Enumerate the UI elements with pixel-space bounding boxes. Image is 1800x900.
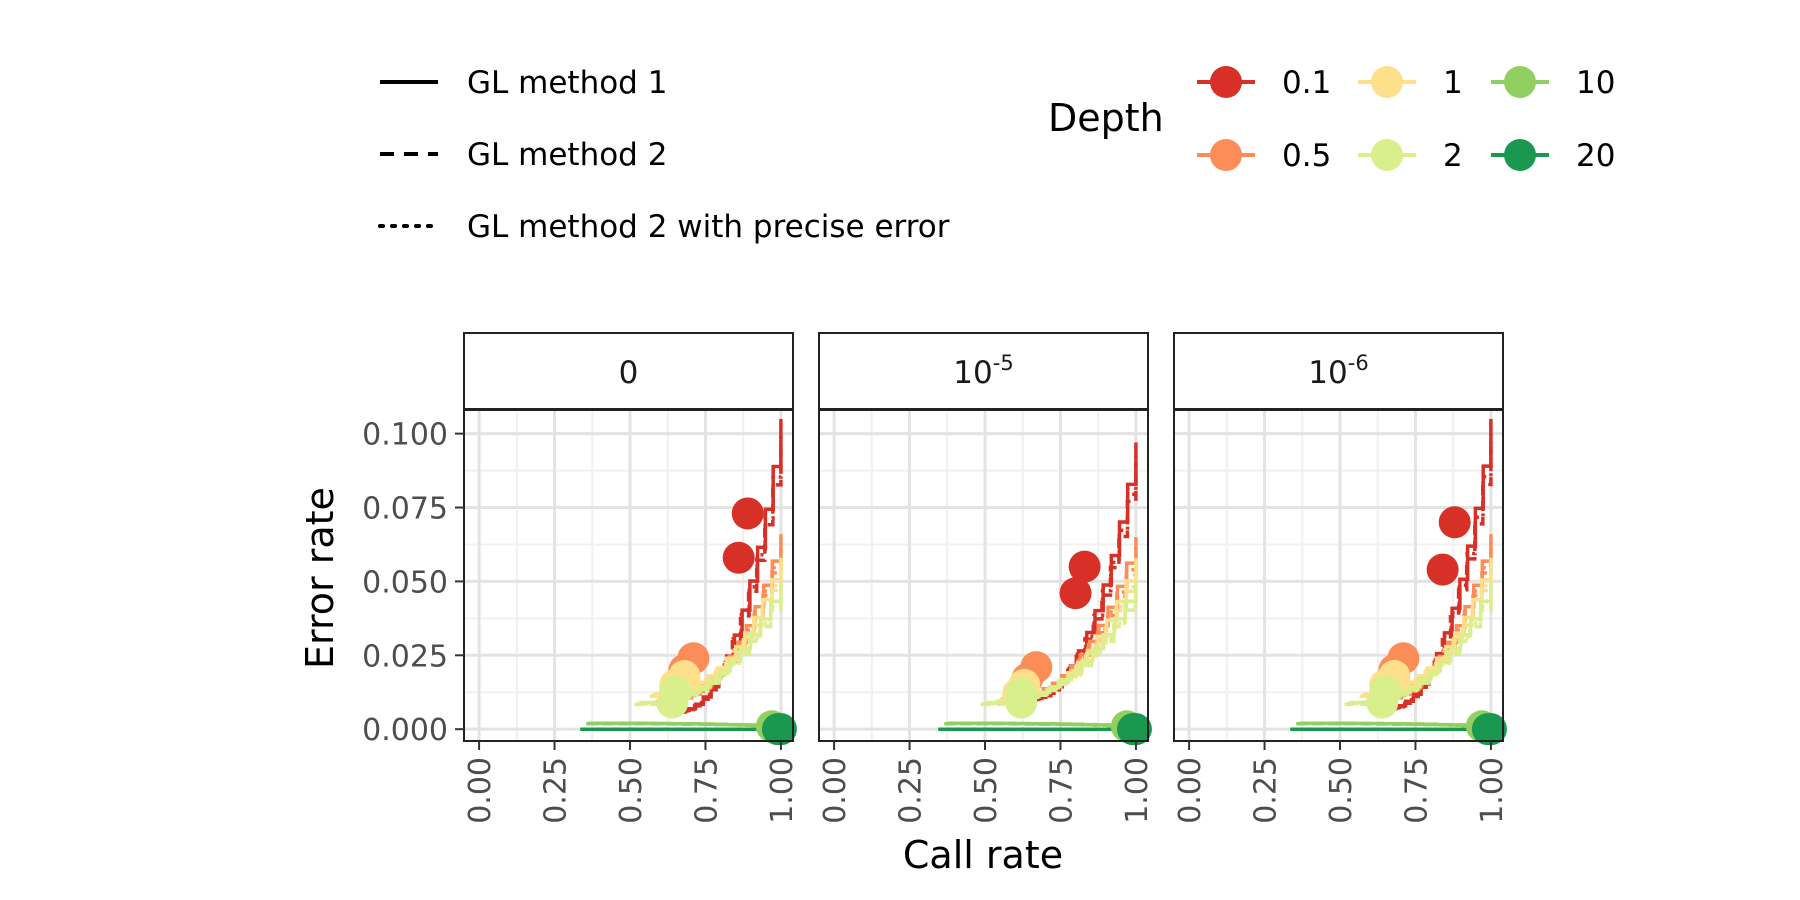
legend-depth-label: 0.5 <box>1282 138 1331 174</box>
legend: GL method 1 GL method 2 GL method 2 with p… <box>378 65 1615 245</box>
x-tick-label: 1.00 <box>765 757 800 824</box>
series-line-depth-10 <box>946 721 1138 728</box>
legend-depth-label: 2 <box>1443 138 1463 174</box>
series-line-depth-0_1 <box>667 440 783 715</box>
data-point-depth-20 <box>1119 713 1152 746</box>
facet-strip-label: 10-5 <box>953 351 1013 391</box>
x-axis-label: Call rate <box>903 833 1063 877</box>
y-axis-label: Error rate <box>298 487 342 669</box>
x-tick-label: 0.75 <box>1044 757 1079 824</box>
data-point-depth-0_1 <box>1059 577 1092 610</box>
strip-label-base: 10 <box>1308 355 1347 391</box>
facet-panel: 10-5 0.00 0.25 0.50 0.75 1.00 <box>818 332 1155 824</box>
strip-label-base: 10 <box>953 355 992 391</box>
strip-label-base: 0 <box>619 355 639 391</box>
data-point-depth-2 <box>656 686 689 719</box>
strip-label-exponent: -6 <box>1348 351 1369 375</box>
series-line-depth-0_1 <box>669 431 783 714</box>
x-tick-label: 0.25 <box>894 757 929 824</box>
y-tick-label: 0.000 <box>362 713 448 748</box>
legend-depth-point <box>1371 139 1403 171</box>
series-line-depth-10 <box>1296 721 1493 728</box>
x-tick-label: 0.00 <box>1173 757 1208 824</box>
legend-depth-point <box>1210 66 1242 98</box>
series-line-depth-10 <box>944 721 1138 728</box>
x-tick-label: 0.00 <box>818 757 853 824</box>
legend-depth-label: 1 <box>1443 65 1463 101</box>
y-tick-label: 0.075 <box>362 492 448 527</box>
legend-depth-point <box>1504 139 1536 171</box>
x-tick-label: 0.00 <box>463 757 498 824</box>
series-line-depth-0_1 <box>1018 454 1138 703</box>
y-tick-label: 0.100 <box>362 418 448 453</box>
strip-label-exponent: -5 <box>993 351 1014 375</box>
data-point-depth-2 <box>1366 686 1399 719</box>
facet-panel: 0 0.00 0.25 0.50 0.75 1.00 <box>463 332 800 824</box>
data-point-depth-0_1 <box>722 541 755 574</box>
legend-depth-label: 0.1 <box>1282 65 1331 101</box>
facet-panel: 10-6 0.00 0.25 0.50 0.75 1.00 <box>1173 332 1510 824</box>
y-tick-label: 0.025 <box>362 639 448 674</box>
legend-depth-label: 20 <box>1576 138 1615 174</box>
y-tick-label: 0.050 <box>362 565 448 600</box>
legend-depth-point <box>1371 66 1403 98</box>
legend-depth-point <box>1210 139 1242 171</box>
facet-strip-label: 10-6 <box>1308 351 1368 391</box>
legend-linetype-label: GL method 2 with precise error <box>467 209 950 245</box>
series-line-depth-10 <box>586 721 783 728</box>
legend-linetype-label: GL method 1 <box>467 65 667 101</box>
legend-depth-title: Depth <box>1048 96 1164 140</box>
series-line-depth-0_1 <box>1016 462 1138 704</box>
data-point-depth-0_1 <box>1068 550 1101 583</box>
x-tick-label: 1.00 <box>1475 757 1510 824</box>
x-tick-label: 0.75 <box>1399 757 1434 824</box>
legend-depth-point <box>1504 66 1536 98</box>
series-line-depth-2 <box>636 587 783 706</box>
panel-border <box>463 409 794 742</box>
facet-strip <box>818 332 1149 410</box>
data-point-depth-0_1 <box>1426 553 1459 586</box>
legend-depth-label: 10 <box>1576 65 1615 101</box>
series-line-depth-2 <box>634 591 783 707</box>
data-point-depth-0_1 <box>731 497 764 530</box>
panel-border <box>818 409 1149 742</box>
series-line-depth-2 <box>982 587 1138 706</box>
x-tick-label: 0.75 <box>689 757 724 824</box>
data-point-depth-0_1 <box>1438 506 1471 539</box>
panel-border <box>1173 409 1504 742</box>
facet-strip-label: 0 <box>619 355 639 391</box>
series-line-depth-2 <box>1344 591 1493 707</box>
x-tick-label: 0.25 <box>1249 757 1284 824</box>
x-tick-label: 0.50 <box>969 757 1004 824</box>
series-line-depth-2 <box>1346 587 1493 706</box>
legend-linetype-label: GL method 2 <box>467 137 667 173</box>
series-line-depth-1 <box>649 569 783 698</box>
data-point-depth-2 <box>1005 686 1038 719</box>
x-tick-label: 0.50 <box>1324 757 1359 824</box>
x-tick-label: 1.00 <box>1120 757 1155 824</box>
data-point-depth-20 <box>764 713 797 746</box>
series-line-depth-1 <box>1359 569 1493 698</box>
data-point-depth-20 <box>1474 713 1507 746</box>
plot-background <box>464 410 793 741</box>
facet-strip <box>463 332 794 410</box>
x-tick-label: 0.50 <box>614 757 649 824</box>
x-tick-label: 0.25 <box>539 757 574 824</box>
